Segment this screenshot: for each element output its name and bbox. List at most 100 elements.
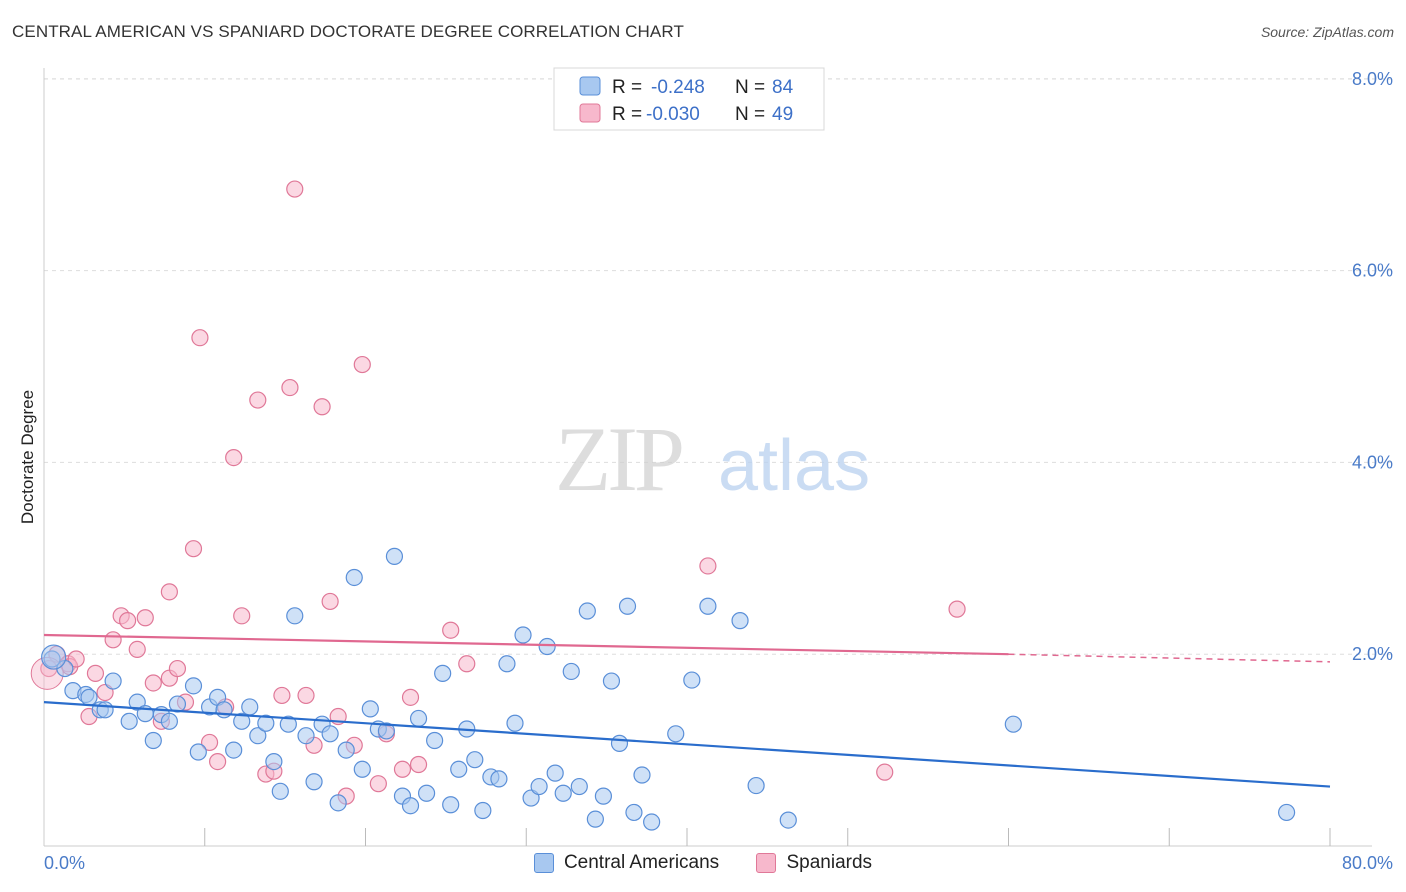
y-axis-label: Doctorate Degree	[18, 390, 37, 524]
spaniards-point-8	[104, 631, 122, 649]
central-americans-point-66	[594, 787, 613, 805]
central-americans-point-20	[225, 741, 243, 759]
trend-lines	[43, 633, 1331, 788]
source-label: Source: ZipAtlas.com	[1260, 24, 1394, 40]
spaniards-point-40	[369, 775, 387, 793]
central-americans-point-74	[683, 671, 701, 689]
legend-r-value-2: -0.030	[646, 104, 700, 125]
x-tick-label-min: 0.0%	[44, 853, 85, 873]
central-americans-point-77	[747, 776, 765, 795]
central-americans-point-79	[1004, 715, 1022, 733]
spaniards-point-45	[442, 621, 460, 639]
spaniards-point-48	[876, 763, 894, 781]
y-tick-label-8: 8.0%	[1352, 69, 1393, 89]
central-americans-point-39	[377, 722, 395, 740]
legend-n-value-2: 49	[772, 104, 793, 125]
legend-item-spaniards[interactable]: Spaniards	[756, 852, 872, 874]
legend-r-label-2: R =	[612, 104, 642, 125]
legend-label-spaniards: Spaniards	[786, 852, 873, 873]
spaniards-point-29	[273, 686, 291, 705]
central-americans-point-30	[305, 773, 323, 791]
central-americans-point-78	[779, 811, 797, 829]
central-americans-point-42	[401, 797, 420, 815]
axes	[43, 68, 1372, 847]
central-americans-point-51	[474, 801, 492, 820]
central-americans-point-48	[450, 760, 468, 778]
central-americans-point-40	[385, 547, 404, 565]
central-americans-point-43	[409, 709, 428, 728]
central-americans-point-56	[514, 626, 532, 644]
legend-swatch-pink	[579, 103, 601, 123]
legend-n-label-1: N =	[735, 77, 765, 98]
central-americans-point-60	[546, 764, 564, 782]
watermark-zip: ZIP	[555, 408, 682, 510]
central-americans-point-64	[578, 602, 596, 620]
central-americans-point-29	[297, 727, 315, 745]
central-americans-point-69	[618, 597, 637, 615]
central-americans-point-76	[731, 612, 749, 630]
spaniards-point-12	[136, 609, 154, 627]
y-tick-label-2: 2.0%	[1352, 644, 1393, 664]
central-americans-point-8	[120, 712, 138, 730]
watermark-atlas: atlas	[718, 426, 870, 506]
central-americans-point-13	[160, 712, 178, 730]
spaniards-point-46	[458, 655, 476, 673]
central-americans-point-72	[643, 813, 661, 831]
central-americans-point-21	[233, 712, 251, 730]
spaniards-point-4	[67, 650, 85, 668]
legend-n-label-2: N =	[735, 104, 765, 125]
central-americans-point-53	[490, 770, 508, 788]
central-americans-point-70	[625, 803, 643, 822]
legend-label-central-americans: Central Americans	[563, 852, 720, 873]
central-americans-point-61	[554, 784, 572, 802]
spaniards-point-10	[118, 612, 137, 630]
spaniards-point-17	[168, 659, 187, 678]
gridlines	[44, 78, 1392, 655]
legend-swatch-spaniards	[756, 853, 777, 873]
spaniards-point-47	[699, 557, 717, 575]
central-americans-point-55	[506, 714, 524, 732]
central-americans-point-26	[271, 782, 289, 800]
central-americans-point-16	[189, 743, 207, 761]
legend-r-label-1: R =	[612, 77, 642, 98]
stats-legend: R = -0.248 N = 84 R = -0.030 N = 49	[553, 67, 825, 131]
spaniards-point-39	[353, 355, 371, 374]
spaniards-point-20	[191, 329, 209, 347]
x-ticks	[204, 828, 1331, 846]
central-americans-point-32	[321, 725, 339, 743]
spaniards-point-6	[86, 664, 105, 682]
x-tick-labels: 0.0% 80.0%	[44, 853, 1393, 873]
spaniards-point-16	[160, 583, 178, 601]
central-americans-point-47	[442, 796, 460, 814]
spaniards-point-44	[409, 755, 428, 774]
central-americans-point-14	[168, 695, 187, 713]
legend-r-value-1: -0.248	[651, 77, 705, 98]
central-americans-point-35	[345, 568, 363, 587]
spaniards-trend-line-extension	[1008, 653, 1331, 663]
spaniards-point-25	[233, 607, 251, 625]
spaniards-point-32	[297, 686, 315, 705]
spaniards-point-42	[393, 760, 412, 778]
central-americans-point-71	[633, 766, 651, 784]
central-americans-point-11	[144, 731, 162, 750]
spaniards-point-22	[209, 753, 227, 771]
spaniards-point-35	[321, 592, 339, 611]
central-americans-point-80	[1277, 803, 1296, 822]
spaniards-point-24	[225, 448, 243, 467]
central-americans-point-34	[337, 741, 355, 759]
central-americans-point-25	[265, 753, 283, 771]
chart-title: CENTRAL AMERICAN VS SPANIARD DOCTORATE D…	[12, 22, 684, 41]
central-americans-points	[41, 547, 1296, 831]
central-americans-point-59	[538, 637, 556, 656]
y-tick-label-6: 6.0%	[1352, 261, 1393, 281]
spaniards-point-31	[286, 180, 304, 198]
legend-item-central-americans[interactable]: Central Americans	[533, 852, 720, 874]
spaniards-point-43	[401, 688, 420, 706]
central-americans-point-33	[329, 794, 347, 812]
central-americans-point-75	[699, 597, 717, 615]
central-americans-point-58	[530, 777, 548, 796]
central-americans-point-24	[257, 714, 275, 732]
spaniards-point-34	[313, 398, 331, 416]
spaniards-point-13	[144, 674, 162, 692]
